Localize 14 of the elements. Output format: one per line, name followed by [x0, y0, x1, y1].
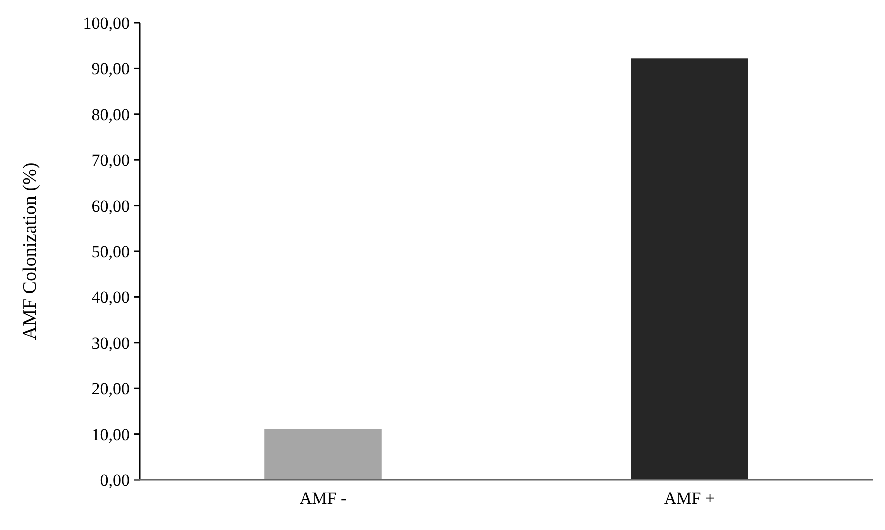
y-axis-title: AMF Colonization (%)	[20, 162, 41, 340]
y-tick-label: 30,00	[92, 334, 130, 353]
y-tick-label: 50,00	[92, 242, 130, 262]
y-tick-label: 60,00	[92, 196, 130, 216]
y-tick-label: 0,00	[100, 470, 130, 490]
x-tick-label: AMF -	[300, 489, 347, 508]
y-tick-label: 100,00	[83, 14, 130, 33]
x-tick-label: AMF +	[664, 489, 716, 508]
y-tick-label: 20,00	[92, 380, 130, 399]
y-tick-label: 90,00	[92, 60, 130, 79]
y-tick-label: 80,00	[92, 105, 130, 124]
y-tick-label: 70,00	[92, 151, 130, 170]
y-tick-label: 10,00	[92, 425, 130, 444]
y-tick-label: 40,00	[92, 288, 130, 308]
